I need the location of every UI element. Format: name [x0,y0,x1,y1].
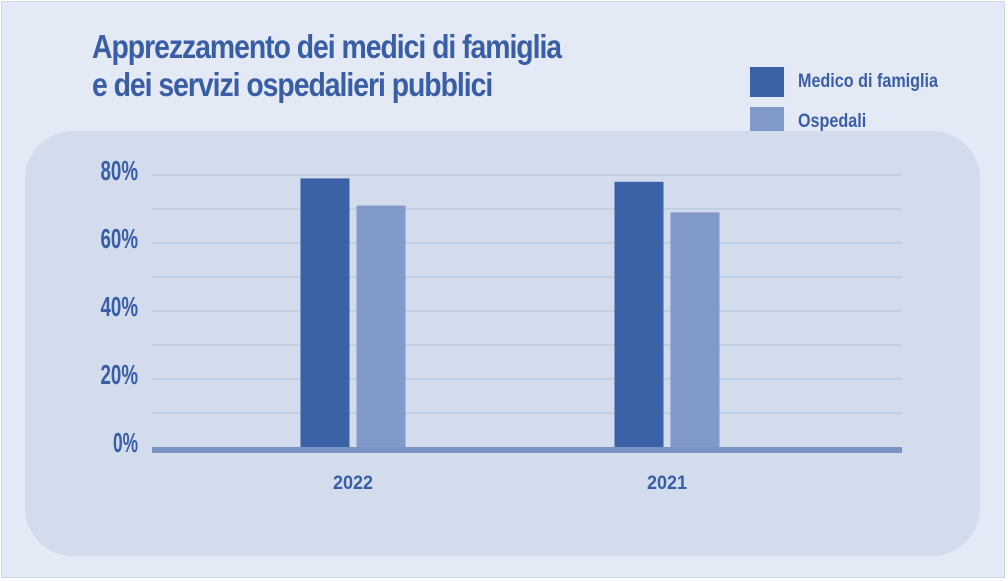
legend-label-medico: Medico di famiglia [798,71,938,92]
y-tick-label: 60% [101,223,139,254]
legend-label-ospedali: Ospedali [798,111,867,132]
chart-title-line-2: e dei servizi ospedalieri pubblici [92,66,493,103]
plot-panel [25,131,980,556]
legend-swatch-medico [750,67,784,97]
y-axis-ticks: 0% 20% 40% 60% 80% [101,155,139,458]
bar-medico-di-famiglia-2022 [300,178,350,447]
x-tick-label: 2022 [333,473,373,494]
chart-legend: Medico di famiglia Ospedali [750,62,963,142]
y-tick-label: 40% [101,291,139,322]
y-tick-label: 80% [101,155,139,186]
y-tick-label: 0% [113,427,138,458]
bars [300,178,720,448]
legend-item-medico: Medico di famiglia [750,62,963,102]
x-axis-ticks: 2022 2021 [333,473,687,494]
x-tick-label: 2021 [647,473,687,494]
chart-title: Apprezzamento dei medici di famiglia e d… [92,28,562,104]
y-tick-label: 20% [101,359,139,390]
bar-medico-di-famiglia-2021 [614,181,664,448]
bar-ospedali-2021 [670,212,720,447]
chart-title-line-1: Apprezzamento dei medici di famiglia [92,28,562,65]
gridlines [152,174,902,414]
bar-ospedali-2022 [356,205,406,447]
